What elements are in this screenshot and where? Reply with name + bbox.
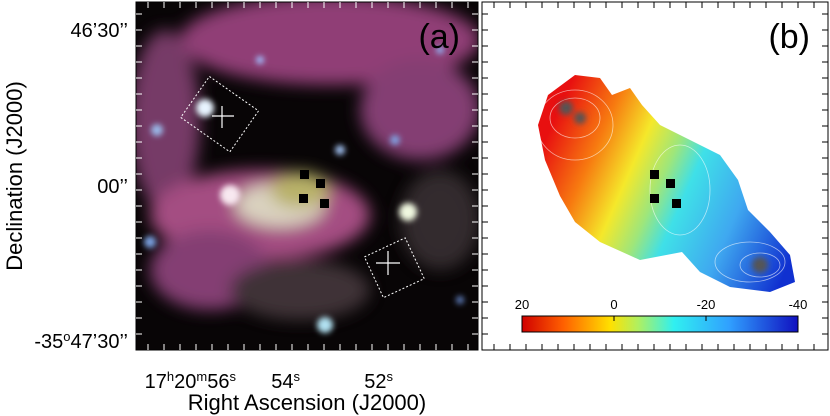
tick-label-part: h — [167, 369, 174, 384]
tick-label: 17h20m56s — [145, 369, 237, 394]
tick-label-part: 17 — [145, 371, 167, 393]
tick-label-part: 00’’ — [97, 176, 128, 198]
tick-label-part: 20 — [174, 371, 196, 393]
tick-label: 00’’ — [97, 176, 128, 198]
tick-label-part: 54 — [271, 371, 293, 393]
tick-label: 52s — [364, 369, 393, 394]
tick-label-part: s — [387, 369, 394, 384]
tick-label-part: s — [230, 369, 237, 384]
tick-label-part: 46’30’’ — [71, 20, 128, 42]
tick-label-part: s — [294, 369, 301, 384]
colorbar-tick-label: -20 — [697, 297, 716, 312]
tick-label-part: 47’30’’ — [71, 331, 128, 353]
colorbar-tick-label: -40 — [789, 297, 808, 312]
panel-a-image — [136, 2, 478, 350]
colorbar-tick-label: 0 — [610, 297, 617, 312]
frame-ticks — [136, 2, 828, 350]
tick-label: 46’30’’ — [71, 20, 128, 42]
panel-a-frame — [135, 1, 479, 351]
tick-label: 54s — [271, 369, 300, 394]
colorbar-tick-label: 20 — [515, 297, 529, 312]
tick-label-part: -35 — [34, 331, 63, 353]
tick-label-part: 56 — [207, 371, 229, 393]
colorbar — [521, 315, 799, 333]
tick-label-part: 52 — [364, 371, 386, 393]
tick-label-part: m — [196, 369, 207, 384]
y-axis-title: Declination (J2000) — [2, 81, 27, 271]
x-axis-title: Right Ascension (J2000) — [188, 390, 426, 415]
velocity-map — [536, 75, 795, 292]
tick-label-part: o — [63, 329, 70, 344]
panel-label: (a) — [418, 18, 460, 56]
tick-label: -35o47’30’’ — [34, 329, 128, 354]
panel-label: (b) — [768, 18, 810, 56]
